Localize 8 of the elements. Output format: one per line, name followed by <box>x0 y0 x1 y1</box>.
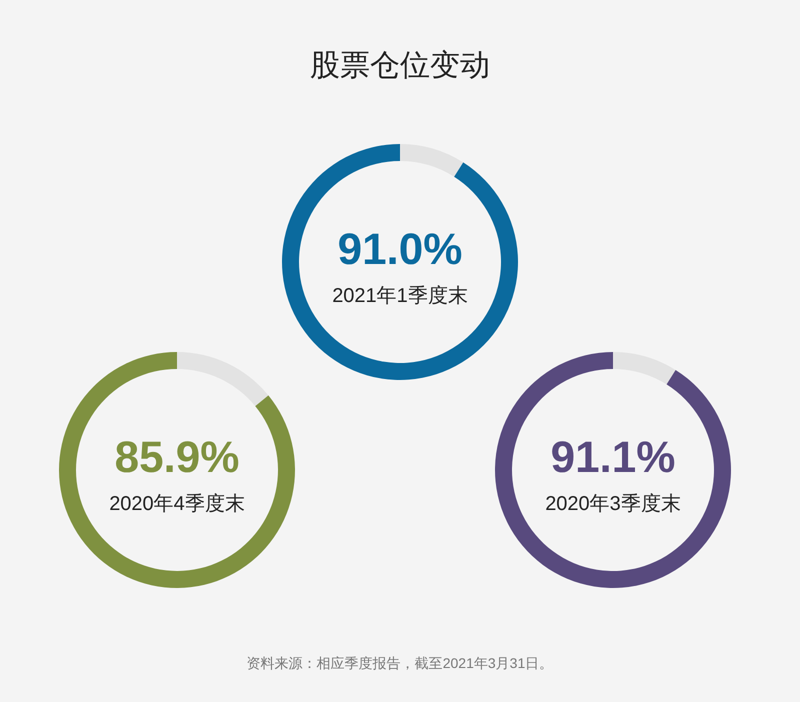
text: 2020年4季度末 <box>109 493 245 515</box>
text: 资料来源：相应季度报告，截至2021年3月31日。 <box>246 655 554 671</box>
data-label: 85.9% <box>114 433 240 482</box>
text: 2021年1季度末 <box>332 285 468 307</box>
chart-title: 股票仓位变动 <box>310 49 490 82</box>
data-label: 91.1% <box>550 433 676 482</box>
data-label: 91.0% <box>338 225 462 274</box>
text: 2020年3季度末 <box>545 493 681 515</box>
